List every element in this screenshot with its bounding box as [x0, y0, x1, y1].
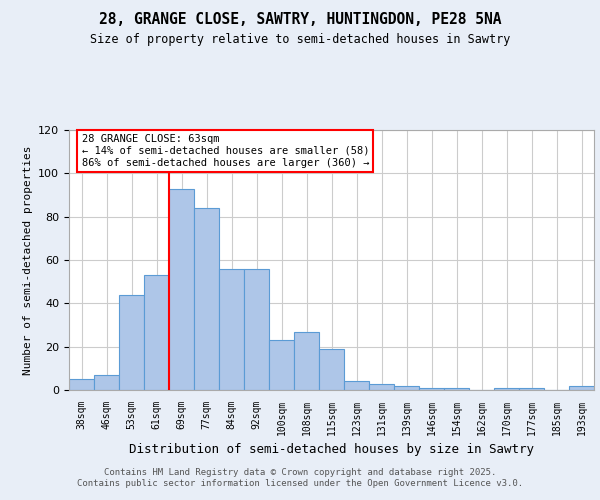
Bar: [344, 382, 369, 390]
Bar: [319, 349, 344, 390]
Bar: [119, 294, 144, 390]
Text: 28, GRANGE CLOSE, SAWTRY, HUNTINGDON, PE28 5NA: 28, GRANGE CLOSE, SAWTRY, HUNTINGDON, PE…: [99, 12, 501, 28]
Bar: [569, 386, 594, 390]
Bar: [169, 188, 194, 390]
Bar: [144, 275, 169, 390]
Bar: [394, 386, 419, 390]
Bar: [519, 388, 544, 390]
Bar: [269, 340, 294, 390]
Bar: [244, 268, 269, 390]
Bar: [494, 388, 519, 390]
X-axis label: Distribution of semi-detached houses by size in Sawtry: Distribution of semi-detached houses by …: [129, 444, 534, 456]
Bar: [294, 332, 319, 390]
Text: Size of property relative to semi-detached houses in Sawtry: Size of property relative to semi-detach…: [90, 32, 510, 46]
Bar: [444, 388, 469, 390]
Text: 28 GRANGE CLOSE: 63sqm
← 14% of semi-detached houses are smaller (58)
86% of sem: 28 GRANGE CLOSE: 63sqm ← 14% of semi-det…: [82, 134, 369, 168]
Bar: [369, 384, 394, 390]
Bar: [194, 208, 219, 390]
Y-axis label: Number of semi-detached properties: Number of semi-detached properties: [23, 145, 32, 375]
Bar: [419, 388, 444, 390]
Text: Contains HM Land Registry data © Crown copyright and database right 2025.
Contai: Contains HM Land Registry data © Crown c…: [77, 468, 523, 487]
Bar: [69, 379, 94, 390]
Bar: [94, 375, 119, 390]
Bar: [219, 268, 244, 390]
